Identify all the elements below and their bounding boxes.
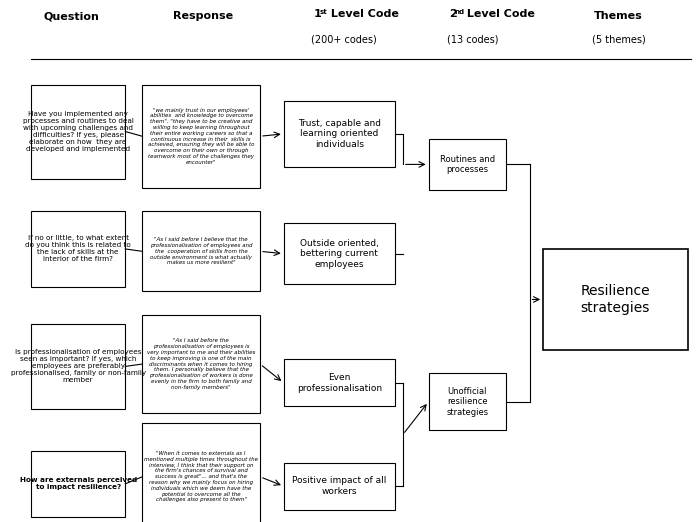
Text: If no or little, to what extent
do you think this is related to
the lack of skil: If no or little, to what extent do you t…: [25, 235, 131, 263]
FancyBboxPatch shape: [31, 324, 126, 409]
Text: (13 codes): (13 codes): [447, 35, 498, 45]
FancyBboxPatch shape: [283, 462, 395, 509]
FancyBboxPatch shape: [31, 211, 126, 287]
FancyBboxPatch shape: [142, 423, 260, 522]
Text: Question: Question: [43, 11, 99, 21]
Text: Themes: Themes: [594, 11, 643, 21]
Text: "As I said before the
professionalisation of employees is
very important to me a: "As I said before the professionalisatio…: [147, 338, 255, 390]
Text: Routines and
processes: Routines and processes: [440, 155, 495, 174]
FancyBboxPatch shape: [429, 373, 506, 430]
FancyBboxPatch shape: [429, 138, 506, 190]
FancyBboxPatch shape: [142, 85, 260, 188]
Text: 1: 1: [314, 9, 322, 19]
FancyBboxPatch shape: [142, 315, 260, 413]
Text: (200+ codes): (200+ codes): [311, 35, 377, 45]
Text: (5 themes): (5 themes): [592, 35, 646, 45]
Text: Even
professionalisation: Even professionalisation: [297, 373, 382, 393]
Text: st: st: [320, 9, 327, 15]
Text: Positive impact of all
workers: Positive impact of all workers: [292, 477, 387, 496]
FancyBboxPatch shape: [283, 359, 395, 406]
Text: Outside oriented,
bettering current
employees: Outside oriented, bettering current empl…: [300, 239, 379, 268]
Text: Trust, capable and
learning oriented
individuals: Trust, capable and learning oriented ind…: [298, 119, 380, 149]
Text: nd: nd: [454, 9, 464, 15]
FancyBboxPatch shape: [142, 211, 260, 291]
Text: Level Code: Level Code: [327, 9, 399, 19]
Text: "As I said before I believe that the
professionalisation of employees and
the  c: "As I said before I believe that the pro…: [150, 237, 253, 265]
FancyBboxPatch shape: [543, 249, 688, 350]
Text: 2: 2: [449, 9, 456, 19]
FancyBboxPatch shape: [283, 223, 395, 284]
Text: How are externals perceived
to impact resilience?: How are externals perceived to impact re…: [20, 477, 137, 490]
Text: Is professionalisation of employees
seen as important? If yes, which
employees a: Is professionalisation of employees seen…: [10, 349, 146, 383]
Text: Unofficial
resilience
strategies: Unofficial resilience strategies: [446, 387, 489, 417]
Text: "we mainly trust in our employees'
abilities  and knowledge to overcome
them". ": "we mainly trust in our employees' abili…: [148, 108, 254, 165]
FancyBboxPatch shape: [31, 451, 126, 517]
Text: "When it comes to externals as I
mentioned multiple times throughout the
intervi: "When it comes to externals as I mention…: [144, 451, 258, 503]
Text: Resilience
strategies: Resilience strategies: [581, 284, 651, 315]
Text: Have you implemented any
processes and routines to deal
with upcoming challenges: Have you implemented any processes and r…: [23, 111, 133, 152]
Text: Level Code: Level Code: [463, 9, 535, 19]
FancyBboxPatch shape: [283, 101, 395, 167]
FancyBboxPatch shape: [31, 85, 126, 179]
Text: Response: Response: [173, 11, 233, 21]
